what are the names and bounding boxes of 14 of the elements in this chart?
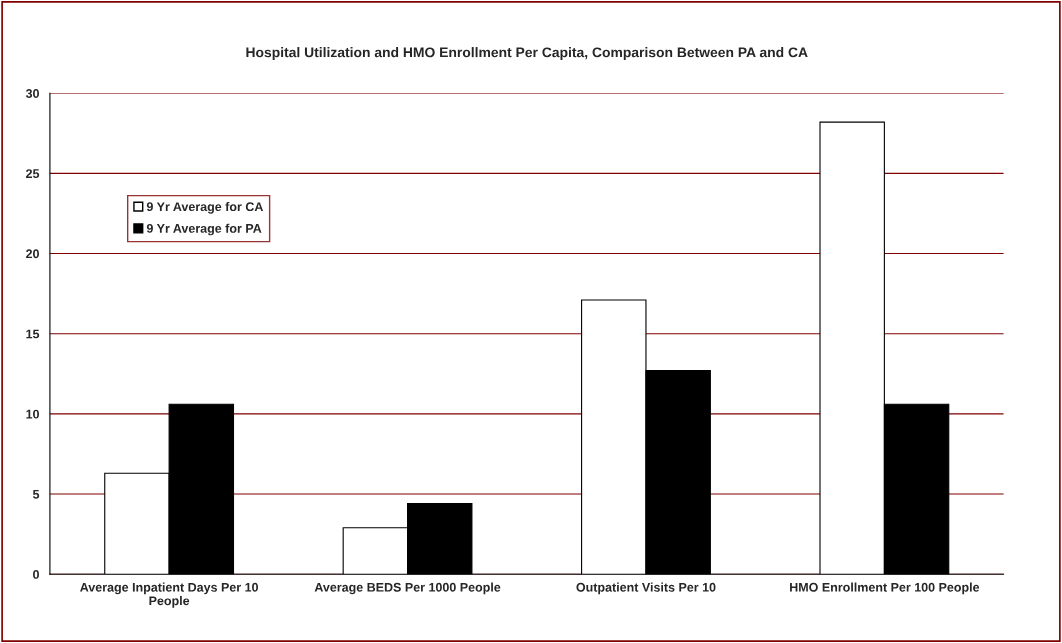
y-tick-label: 0 bbox=[33, 570, 39, 579]
y-tick-label: 15 bbox=[26, 329, 40, 339]
y-tick-label: 20 bbox=[26, 249, 39, 259]
chart-title: Hospital Utilization and HMO Enrollment Per Capita, Comparison Between PA and CA bbox=[246, 47, 808, 61]
x-tick-label: HMO Enrollment Per 100 People bbox=[790, 582, 980, 595]
y-tick-label: 25 bbox=[26, 169, 40, 179]
y-tick-label: 30 bbox=[25, 89, 39, 98]
x-tick-label: Outpatient Visits Per 10 bbox=[576, 582, 716, 595]
y-tick-label: 10 bbox=[26, 409, 39, 419]
x-tick-label: Average BEDS Per 1000 People bbox=[314, 582, 501, 595]
x-tick-label: Average Inpatient Days Per 10 People bbox=[80, 582, 259, 608]
legend-label: 9 Yr Average for PA bbox=[146, 223, 262, 236]
y-tick-label: 5 bbox=[32, 489, 40, 499]
legend-label: 9 Yr Average for CA bbox=[146, 201, 264, 214]
